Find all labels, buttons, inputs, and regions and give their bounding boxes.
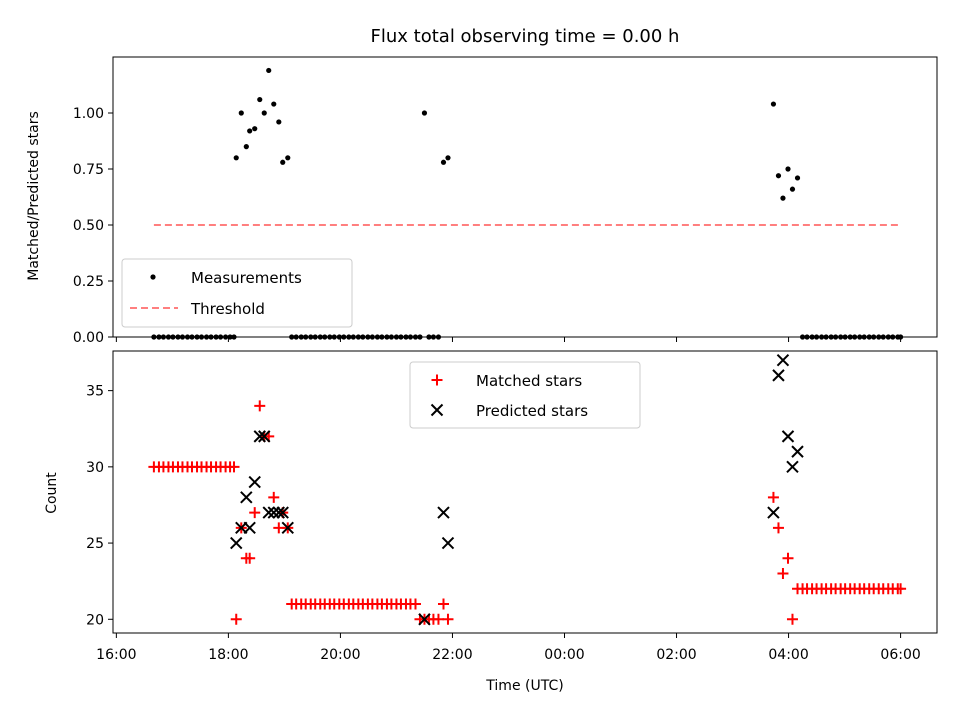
predicted-star-point [240,491,253,504]
measurement-point [243,144,249,150]
matched-star-point [786,613,798,625]
bottom-xtick-label: 22:00 [432,647,472,663]
measurement-point [271,101,277,107]
bottom-ytick-label: 30 [86,460,104,476]
measurement-point [257,96,263,103]
top-axes-frame [112,56,938,338]
measurement-point [233,155,239,161]
predicted-star-point [781,430,795,443]
matched-star-point [249,507,261,519]
measurement-point [238,110,244,116]
predicted-star-point [772,369,785,382]
measurement-point [266,67,272,74]
matched-star-point [254,400,266,412]
predicted-star-point [258,430,271,443]
top-title: Flux total observing time = 0.00 h [371,26,680,47]
bottom-ylabel: Count [44,472,60,514]
measurement-point [770,101,777,107]
bottom-xlabel: Time (UTC) [485,678,563,694]
bottom-legend-box [409,361,641,429]
top-ytick-label: 0.00 [73,330,104,346]
measurement-point [794,175,801,181]
bottom-ytick-label: 25 [86,536,104,552]
top-plot-area: 0.00 0.25 0.50 0.75 1.00 Measurements Threshol… [73,56,938,346]
matched-star-point [244,552,256,564]
bottom-xtick-label: 06:00 [880,647,920,663]
legend-predicted-label: Predicted stars [476,402,588,420]
top-ytick-label: 1.00 [73,106,104,122]
bottom-xtick-label: 00:00 [544,647,584,663]
predicted-star-point [441,536,455,550]
measurement-point [247,128,253,134]
bottom-plot-area: 20 25 30 35 16:00 18:00 20:00 22:00 00:00 02:00 04… [86,350,938,663]
top-ytick-label: 0.50 [73,218,104,234]
matched-star-point [230,613,242,625]
measurement-point [785,166,791,172]
measurement-point [421,110,428,116]
measurement-point [775,173,782,179]
bottom-xtick-label: 20:00 [320,647,360,663]
matched-star-point [437,598,449,610]
measurement-point [789,186,796,192]
matched-star-point [268,491,280,503]
matched-star-point [782,552,794,564]
bottom-ytick-label: 20 [86,612,104,628]
predicted-star-point [262,506,275,519]
predicted-star-point [276,506,289,519]
predicted-star-point [248,475,261,489]
legend-measurements-label: Measurements [191,269,302,287]
matched-star-point [432,613,444,625]
matched-star-point [442,613,454,625]
bottom-axes-frame [112,350,938,634]
predicted-star-point [272,506,286,519]
bottom-xtick-label: 18:00 [208,647,248,663]
legend-predicted-marker [430,403,444,417]
matched-star-point [767,491,779,503]
predicted-star-point [776,353,790,367]
top-ytick-label: 0.75 [73,162,104,178]
measurement-point [440,159,447,165]
matched-star-point [409,598,421,610]
predicted-star-point [281,521,294,535]
top-legend-box [121,258,353,328]
measurement-point [252,126,258,132]
predicted-star-point [253,430,266,443]
matched-star-point [777,568,789,580]
top-ytick-label: 0.25 [73,274,104,290]
matched-star-point [895,583,907,595]
predicted-star-point [437,506,450,519]
predicted-star-point [767,506,780,519]
bottom-xtick-label: 16:00 [96,647,136,663]
top-ylabel: Matched/Predicted stars [26,111,42,281]
measurement-point [445,155,451,161]
matched-star-point [772,522,784,534]
predicted-star-point [791,445,804,458]
matched-star-point [228,461,240,473]
bottom-xtick-label: 02:00 [656,647,696,663]
measurement-point [285,155,291,161]
predicted-star-point [418,613,431,626]
predicted-star-point [267,506,280,519]
legend-measurements-marker [150,274,156,280]
bottom-ytick-label: 35 [86,384,104,400]
measurement-point [780,195,786,201]
predicted-star-point [243,521,256,535]
bottom-xtick-label: 04:00 [768,647,808,663]
predicted-star-point [786,460,799,474]
legend-matched-marker [431,374,443,386]
measurement-point [280,159,286,165]
top-panel: Flux total observing time = 0.00 h Match… [26,26,938,346]
bottom-panel: Count Time (UTC) 20 25 30 35 16:00 18:00 20:00… [44,350,938,694]
legend-matched-label: Matched stars [476,372,582,390]
legend-threshold-label: Threshold [190,300,265,318]
measurement-point [276,119,282,125]
predicted-star-point [230,536,243,550]
measurement-point [261,110,267,116]
